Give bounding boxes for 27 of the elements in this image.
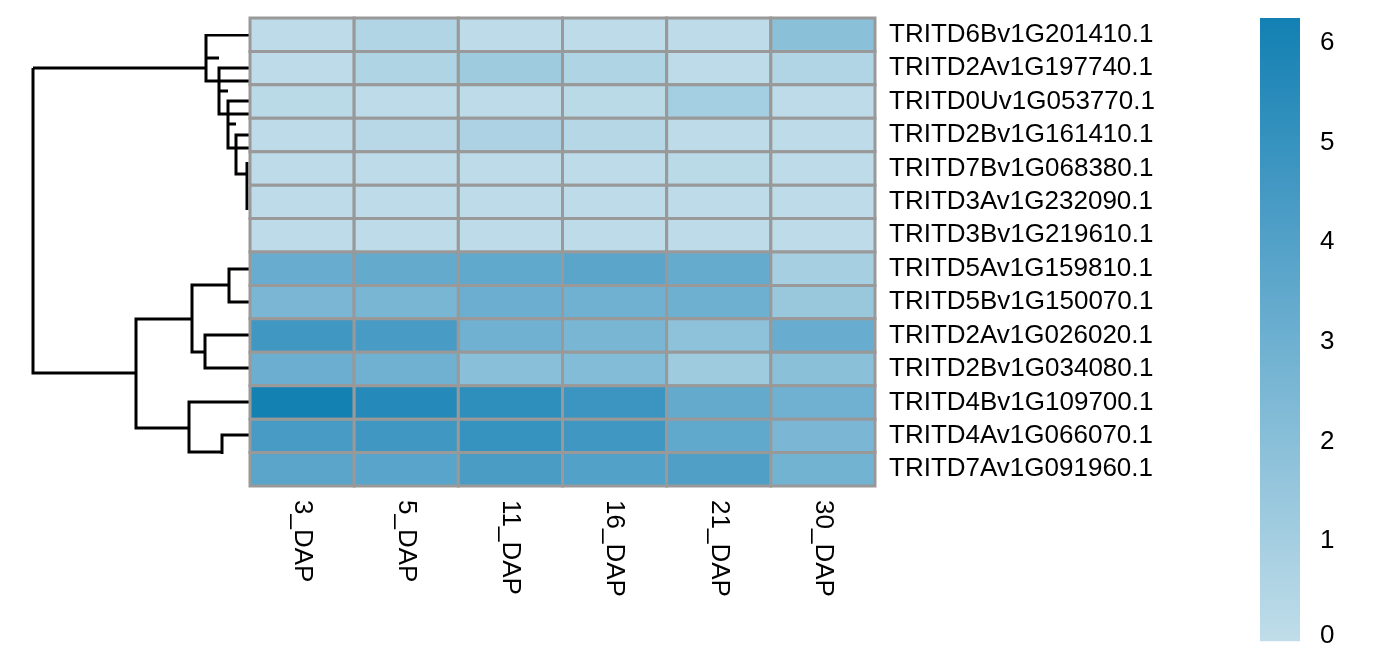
x-tick-label: 30_DAP (809, 500, 840, 597)
color-bar-label: 6 (1320, 26, 1335, 57)
y-tick-label: TRITD3Bv1G219610.1 (889, 218, 1154, 249)
y-tick-label: TRITD4Av1G066070.1 (889, 419, 1153, 450)
x-tick-label: 21_DAP (705, 500, 736, 597)
y-tick-label: TRITD4Bv1G109700.1 (889, 385, 1154, 416)
color-bar-label: 2 (1320, 424, 1335, 455)
y-tick-label: TRITD2Av1G026020.1 (889, 318, 1153, 349)
x-tick-label: 16_DAP (601, 500, 632, 597)
y-tick-label: TRITD5Av1G159810.1 (889, 251, 1153, 282)
y-tick-label: TRITD2Av1G197740.1 (889, 51, 1153, 82)
color-bar-label: 4 (1320, 225, 1335, 256)
color-bar-label: 0 (1320, 619, 1335, 650)
color-bar-label: 5 (1320, 125, 1335, 156)
y-tick-label: TRITD7Av1G091960.1 (889, 452, 1153, 483)
x-tick-label: 3_DAP (288, 500, 319, 583)
y-tick-label: TRITD0Uv1G053770.1 (889, 84, 1155, 115)
x-tick-label: 5_DAP (393, 500, 424, 583)
y-tick-label: TRITD2Bv1G034080.1 (889, 352, 1154, 383)
y-tick-label: TRITD3Av1G232090.1 (889, 185, 1153, 216)
color-bar-label: 1 (1320, 524, 1335, 555)
color-bar-label: 3 (1320, 325, 1335, 356)
y-tick-label: TRITD5Bv1G150070.1 (889, 285, 1154, 316)
y-tick-label: TRITD2Bv1G161410.1 (889, 118, 1154, 149)
y-tick-label: TRITD6Bv1G201410.1 (889, 17, 1154, 48)
y-tick-label: TRITD7Bv1G068380.1 (889, 151, 1154, 182)
x-tick-label: 11_DAP (497, 500, 528, 595)
